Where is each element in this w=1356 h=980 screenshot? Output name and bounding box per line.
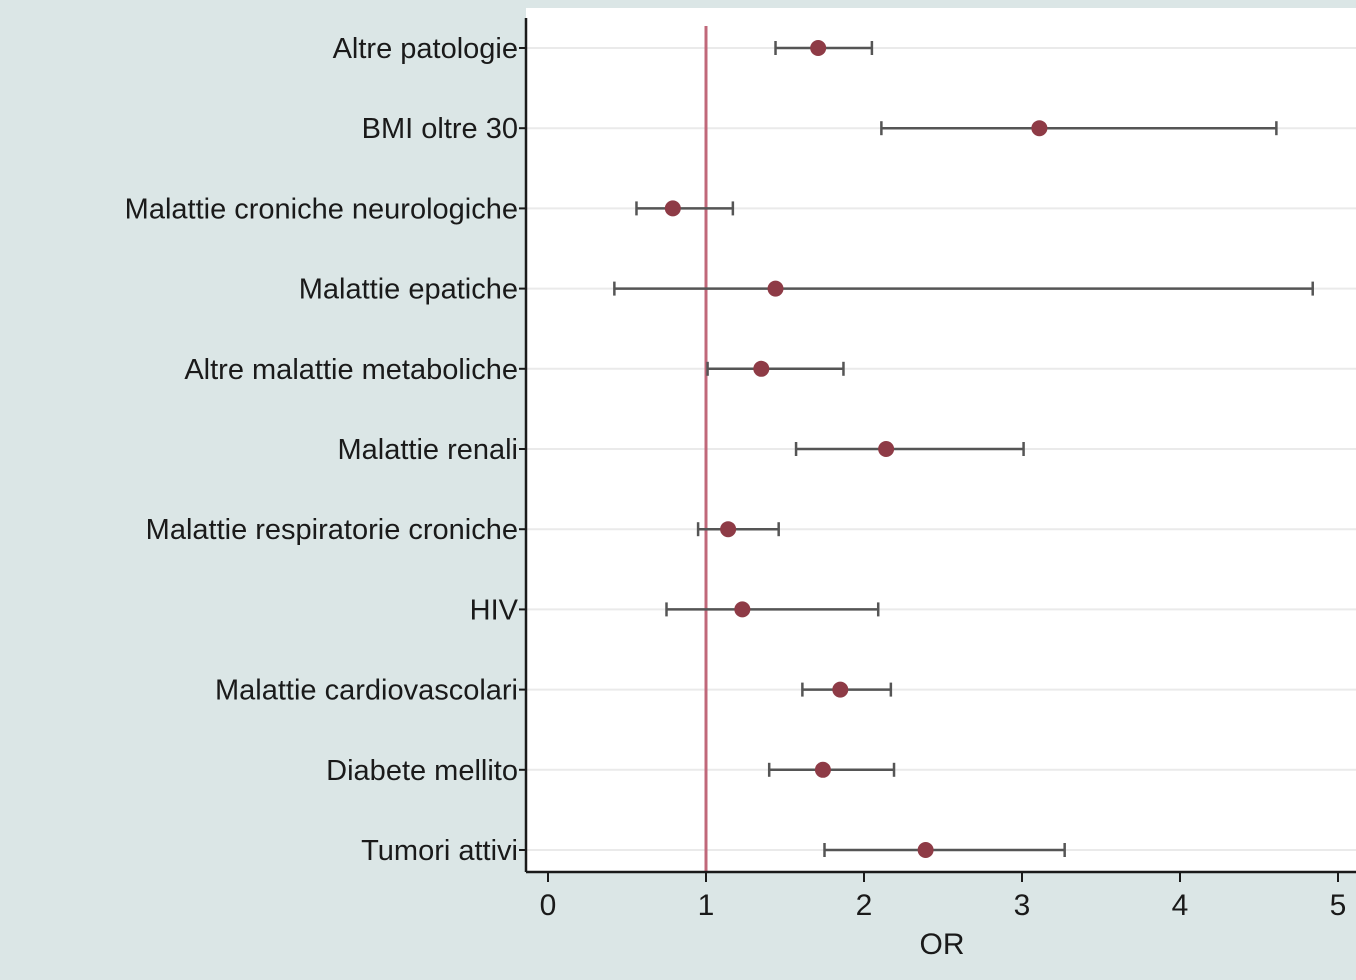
- ci-row: [635, 200, 735, 217]
- category-label: Tumori attivi: [361, 835, 518, 867]
- ci-row: [794, 441, 1025, 457]
- series-or: [613, 40, 1314, 858]
- or-point: [810, 40, 827, 56]
- category-labels: Altre patologie BMI oltre 30 Malattie cron…: [125, 33, 526, 867]
- plot-area: [526, 8, 1356, 872]
- category-label: Malattie croniche neurologiche: [125, 193, 518, 225]
- or-point: [664, 200, 681, 217]
- ci-row: [706, 360, 845, 377]
- or-point: [720, 521, 737, 538]
- category-label: HIV: [470, 594, 519, 626]
- x-tick-label: 5: [1330, 889, 1347, 922]
- or-point: [917, 842, 934, 858]
- or-point: [814, 761, 831, 778]
- or-point: [753, 360, 770, 377]
- ci-row: [665, 601, 880, 618]
- x-tick-label: 1: [698, 889, 715, 922]
- category-label: Malattie renali: [337, 434, 518, 466]
- category-label: Altre patologie: [333, 33, 518, 65]
- or-point: [1031, 120, 1048, 137]
- or-point: [734, 601, 751, 618]
- category-label: Altre malattie metaboliche: [184, 354, 518, 386]
- ci-row: [767, 761, 896, 778]
- x-tick-label: 0: [540, 889, 557, 922]
- ci-row: [801, 681, 893, 698]
- or-point: [832, 681, 849, 698]
- ci-row: [696, 521, 780, 538]
- ci-row: [880, 120, 1278, 137]
- category-label: Malattie epatiche: [299, 274, 518, 306]
- x-tick-label: 4: [1172, 889, 1189, 922]
- x-axis-title: OR: [920, 928, 965, 961]
- category-label: Diabete mellito: [326, 755, 518, 787]
- or-point: [767, 280, 784, 297]
- ci-row: [823, 842, 1066, 858]
- category-label: Malattie cardiovascolari: [215, 675, 518, 707]
- x-ticks: 0 1 2 3 4 5: [540, 872, 1347, 922]
- category-label: Malattie respiratorie croniche: [146, 514, 518, 546]
- x-tick-label: 3: [1014, 889, 1031, 922]
- or-point: [878, 441, 895, 457]
- x-tick-label: 2: [856, 889, 873, 922]
- category-label: BMI oltre 30: [362, 113, 518, 145]
- ci-row: [613, 280, 1314, 297]
- ci-row: [774, 40, 874, 56]
